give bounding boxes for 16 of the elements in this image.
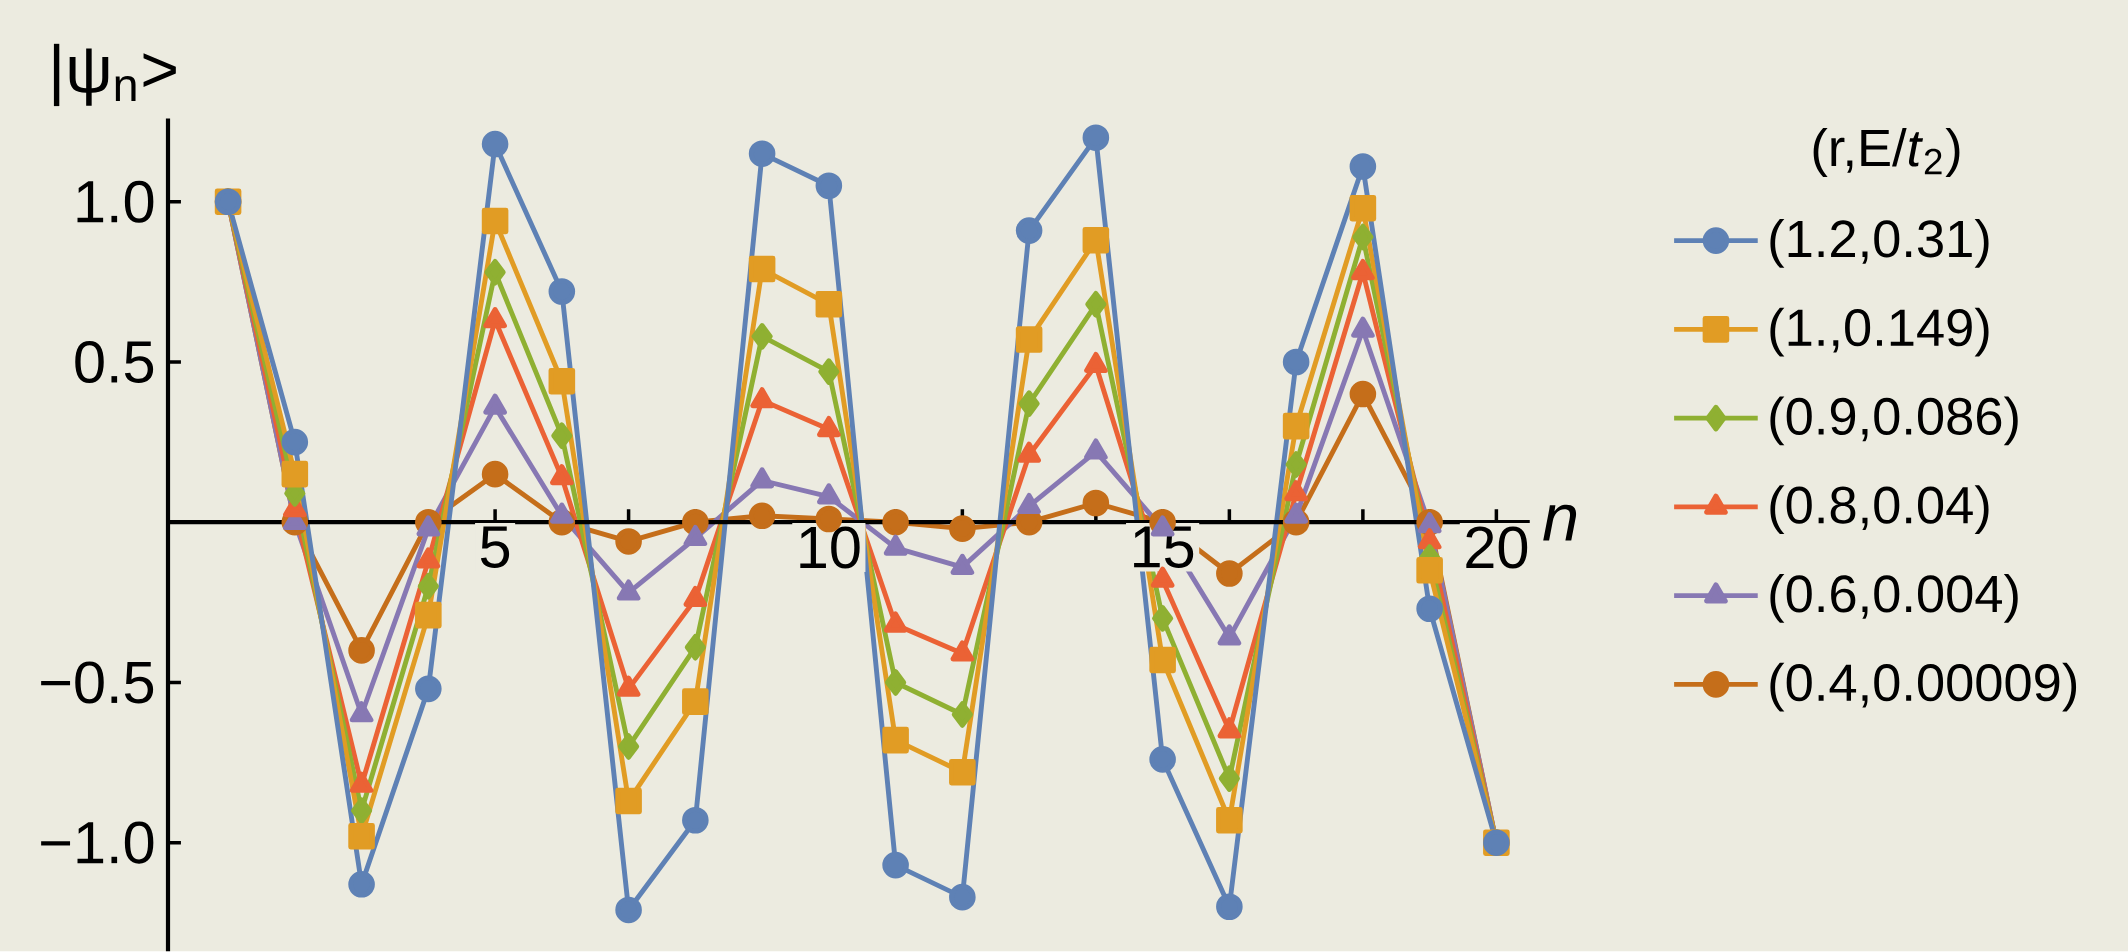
x-axis-title: n — [1543, 504, 1577, 541]
legend-label: (1.,0.149) — [1770, 307, 1989, 357]
y-tick-label: −1.0 — [41, 821, 154, 864]
y-axis-title: |ψ$_{n}$> — [53, 44, 176, 107]
x-tick-label: 10 — [800, 526, 860, 569]
legend-label: (0.8,0.04) — [1770, 485, 1989, 535]
y-tick-label: 0.5 — [75, 341, 154, 384]
legend-title: (r,E/t$_{2}$) — [1813, 128, 1960, 178]
y-tick-label: 1.0 — [77, 180, 154, 224]
y-tick-label: −0.5 — [41, 661, 154, 704]
legend-label: (0.4,0.00009) — [1770, 662, 2077, 712]
legend-label: (0.9,0.086) — [1770, 396, 2018, 446]
x-tick-label: 20 — [1466, 526, 1528, 569]
x-tick-label: 5 — [480, 526, 510, 569]
legend-label: (1.2,0.31) — [1770, 219, 1989, 269]
legend-label: (0.6,0.004) — [1770, 574, 2018, 624]
